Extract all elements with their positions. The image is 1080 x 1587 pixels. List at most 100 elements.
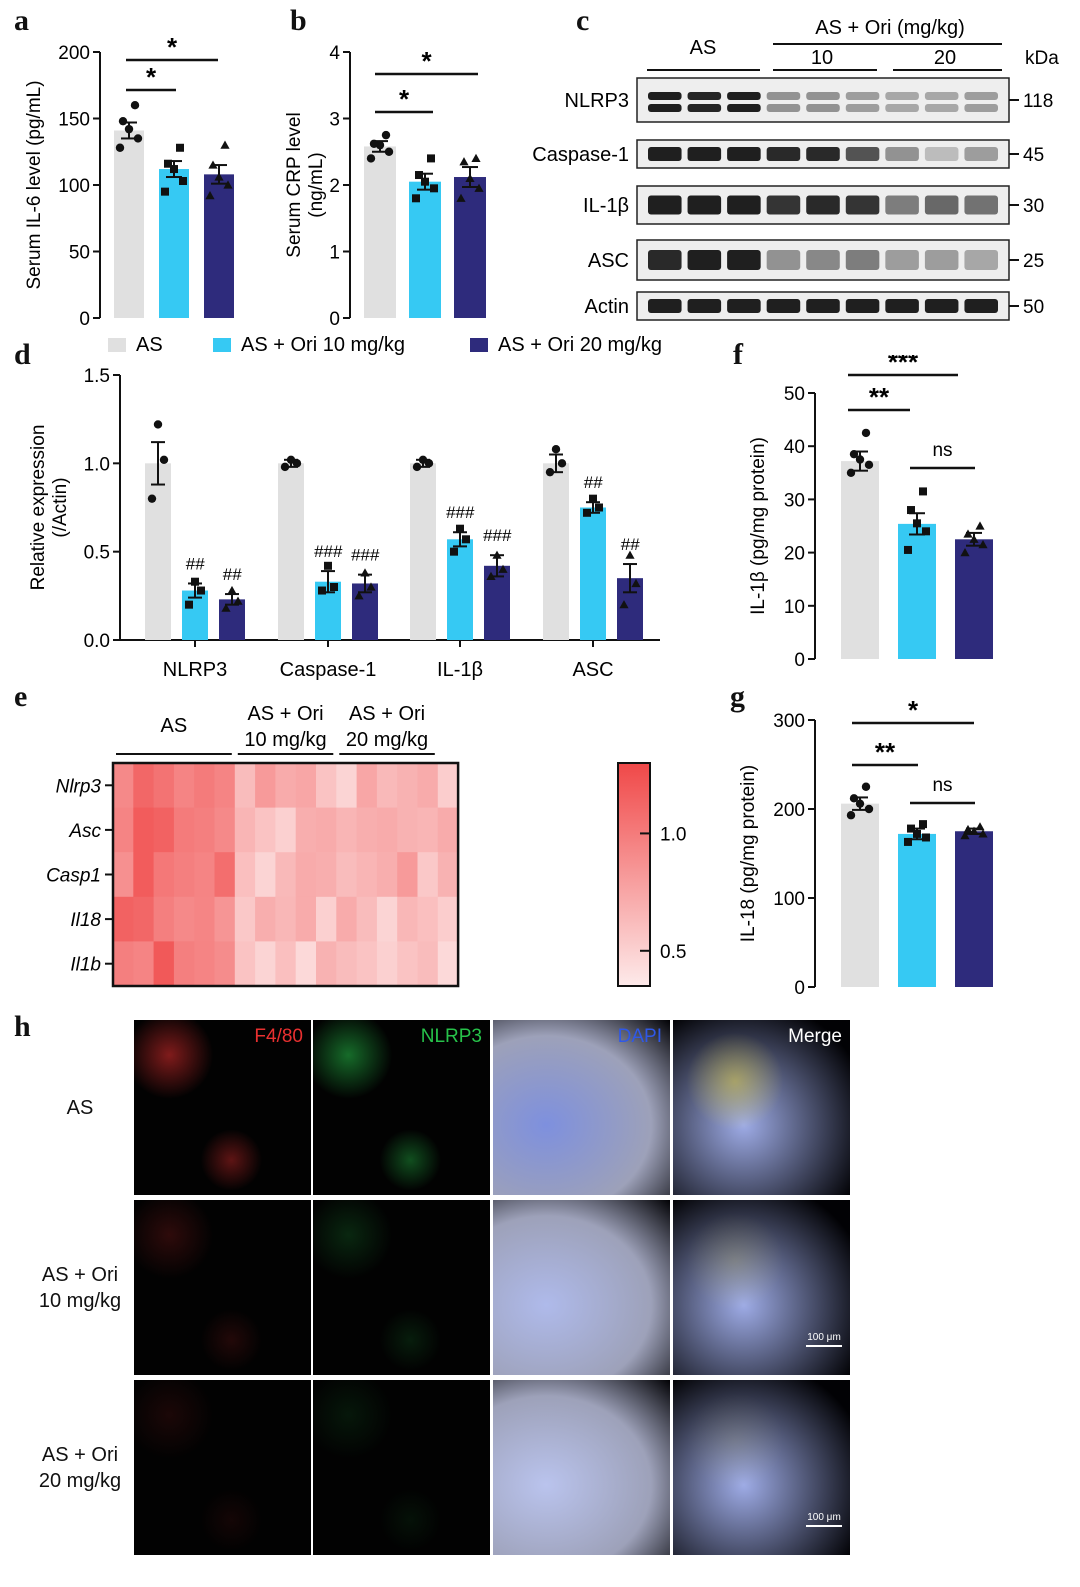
data-point <box>960 548 970 557</box>
legend: AS AS + Ori 10 mg/kg AS + Ori 20 mg/kg <box>108 334 662 356</box>
micrograph-channel-label: DAPI <box>617 1026 662 1047</box>
bar <box>543 463 569 640</box>
heatmap-cell <box>295 807 317 853</box>
data-point <box>418 455 428 464</box>
micrograph-channel-label: NLRP3 <box>420 1026 482 1047</box>
heatmap-cell <box>356 807 378 853</box>
blot-kda-header: kDa <box>1025 48 1059 69</box>
blot-band <box>648 92 682 100</box>
data-point <box>124 124 134 134</box>
data-point <box>861 782 871 791</box>
y-axis-label: IL-1β (pg/mg protein) <box>748 437 769 615</box>
heatmap-cell <box>397 763 418 809</box>
hash-annotation: ### <box>351 546 380 565</box>
data-point <box>619 600 629 609</box>
heatmap-cell <box>356 896 378 942</box>
blot-band <box>687 195 722 215</box>
blot-band <box>964 250 998 270</box>
legend-swatch <box>470 338 488 352</box>
bar <box>278 463 304 640</box>
blot-label: IL-1β <box>583 195 629 217</box>
data-point <box>969 534 979 543</box>
heatmap-cell <box>133 763 155 809</box>
heatmap-cell <box>113 941 134 987</box>
y-tick-label: 0 <box>329 309 340 330</box>
heatmap-cell <box>153 852 175 898</box>
heatmap-cell <box>437 807 459 853</box>
heatmap-cell <box>113 852 134 898</box>
heatmap-cell <box>275 941 297 987</box>
blot-band <box>727 147 761 161</box>
blot-band <box>766 299 801 313</box>
data-point <box>115 143 125 152</box>
panel-label-d: d <box>14 338 31 371</box>
x-tick-label: ASC <box>572 659 613 681</box>
data-point <box>456 524 464 533</box>
colorbar-tick-label: 1.0 <box>660 824 686 845</box>
significance-label: ns <box>932 440 952 461</box>
scale-bar-label: 100 μm <box>807 1332 841 1343</box>
scale-bar: 100 μm <box>806 1332 842 1347</box>
data-point <box>631 578 641 588</box>
scale-bar-line <box>806 1525 842 1527</box>
x-tick-label: Caspase-1 <box>280 659 377 681</box>
y-tick-label: 200 <box>773 800 805 821</box>
heatmap-row-label: Asc <box>68 821 101 842</box>
blot-band <box>766 195 801 215</box>
data-point <box>286 455 296 464</box>
legend-label-ori20: AS + Ori 20 mg/kg <box>498 334 662 356</box>
heatmap-cell <box>336 896 358 942</box>
blot-band <box>964 104 998 112</box>
bar <box>145 463 171 640</box>
y-tick-label: 1 <box>329 243 340 264</box>
data-point <box>330 583 338 591</box>
blot-band <box>766 104 801 112</box>
significance-label: * <box>908 695 919 725</box>
data-point <box>907 506 915 515</box>
micrograph: F4/80 <box>134 1020 311 1195</box>
blot-band <box>687 250 722 270</box>
data-point <box>498 564 508 573</box>
data-point <box>223 180 233 189</box>
y-tick-label: 100 <box>58 176 90 197</box>
micrograph: DAPI <box>493 1020 670 1195</box>
heatmap-cell <box>376 896 398 942</box>
data-point <box>904 837 912 846</box>
heatmap-cell <box>437 896 459 942</box>
heatmap-cell <box>173 896 195 942</box>
legend-swatch <box>108 338 126 352</box>
data-point <box>922 527 930 536</box>
bar <box>410 463 436 640</box>
y-tick-label: 150 <box>58 110 90 131</box>
heatmap-cell <box>316 941 337 987</box>
blot-kda: 30 <box>1023 196 1044 217</box>
heatmap-cell <box>275 763 297 809</box>
heatmap-cell <box>295 852 317 898</box>
heatmap-cell <box>113 807 134 853</box>
blot-band <box>885 92 919 100</box>
data-point <box>366 582 376 591</box>
y-tick-label: 1.0 <box>84 454 110 475</box>
blot-band <box>845 92 880 100</box>
hash-annotation: ## <box>584 473 603 492</box>
data-point <box>191 577 199 586</box>
blot-band <box>806 299 840 313</box>
data-point <box>492 550 502 559</box>
heatmap-cell <box>376 807 398 853</box>
micrograph <box>313 1200 490 1375</box>
data-point <box>324 561 332 570</box>
blot-band <box>845 104 880 112</box>
heatmap-cell <box>234 941 256 987</box>
heatmap-cell <box>234 763 256 809</box>
micrograph <box>493 1200 670 1375</box>
microscopy-grid: AS F4/80 NLRP3 DAPI Merge AS + Ori 10 mg/kg 10… <box>0 1015 1080 1585</box>
data-point <box>545 467 555 477</box>
heatmap-group-label: AS <box>161 715 188 737</box>
heatmap-cell <box>153 807 175 853</box>
colorbar-tick-label: 0.5 <box>660 942 686 963</box>
data-point <box>913 829 921 838</box>
bar <box>219 599 245 640</box>
bar <box>364 146 396 318</box>
panel-label-f: f <box>733 338 743 371</box>
hash-annotation: ## <box>621 535 640 554</box>
